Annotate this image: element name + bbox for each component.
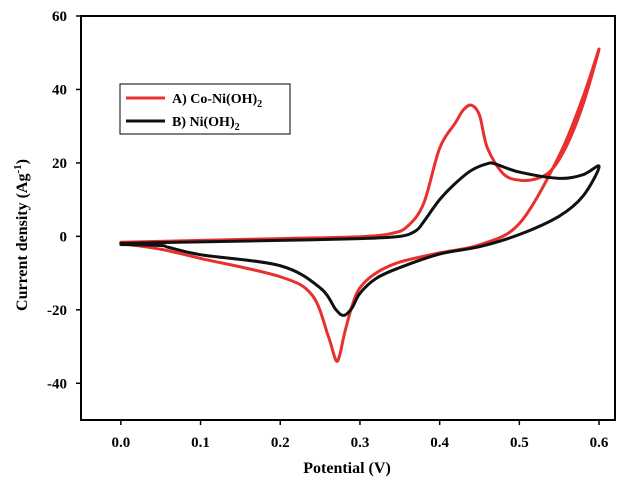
x-axis: 0.0 0.1 0.2 0.3 0.4 0.5 0.6: [111, 420, 609, 451]
x-tick-label: 0.1: [191, 435, 210, 451]
y-axis-title-tail: ): [14, 159, 31, 164]
y-axis: -40 -20 0 20 40 60: [47, 9, 81, 392]
y-axis-title-main: Current density (Ag: [14, 174, 31, 311]
legend-label-ni-oh2-name: B) Ni(OH): [172, 115, 235, 130]
legend-label-ni-oh2: B) Ni(OH)2: [172, 115, 240, 133]
x-tick-label: 0.6: [590, 435, 609, 451]
legend-label-co-ni-oh2-name: A) Co-Ni(OH): [172, 92, 257, 107]
legend-label-co-ni-oh2: A) Co-Ni(OH)2: [172, 92, 262, 110]
y-tick-label: -20: [47, 303, 67, 319]
x-tick-label: 0.4: [430, 435, 449, 451]
x-axis-title: Potential (V): [303, 460, 391, 477]
y-tick-label: 20: [52, 156, 67, 172]
series-line-co-ni-oh2: [119, 47, 601, 363]
legend-box: [119, 83, 291, 135]
y-tick-label: 0: [60, 229, 68, 245]
legend-label-co-ni-oh2-sub: 2: [257, 99, 262, 110]
plot-frame: [80, 15, 616, 421]
x-tick-label: 0.3: [351, 435, 370, 451]
y-axis-title-superscript: -1: [12, 164, 24, 173]
legend: A) Co-Ni(OH)2 B) Ni(OH)2: [119, 83, 291, 135]
legend-label-ni-oh2-sub: 2: [235, 122, 240, 133]
x-tick-label: 0.0: [111, 435, 130, 451]
y-tick-label: 40: [52, 82, 67, 98]
series-curves: [119, 47, 601, 363]
x-tick-label: 0.5: [510, 435, 529, 451]
y-tick-label: -40: [47, 376, 67, 392]
y-tick-label: 60: [52, 9, 67, 25]
x-tick-label: 0.2: [271, 435, 290, 451]
series-line-ni-oh2: [119, 161, 601, 317]
y-axis-title: Current density (Ag-1): [12, 159, 31, 311]
